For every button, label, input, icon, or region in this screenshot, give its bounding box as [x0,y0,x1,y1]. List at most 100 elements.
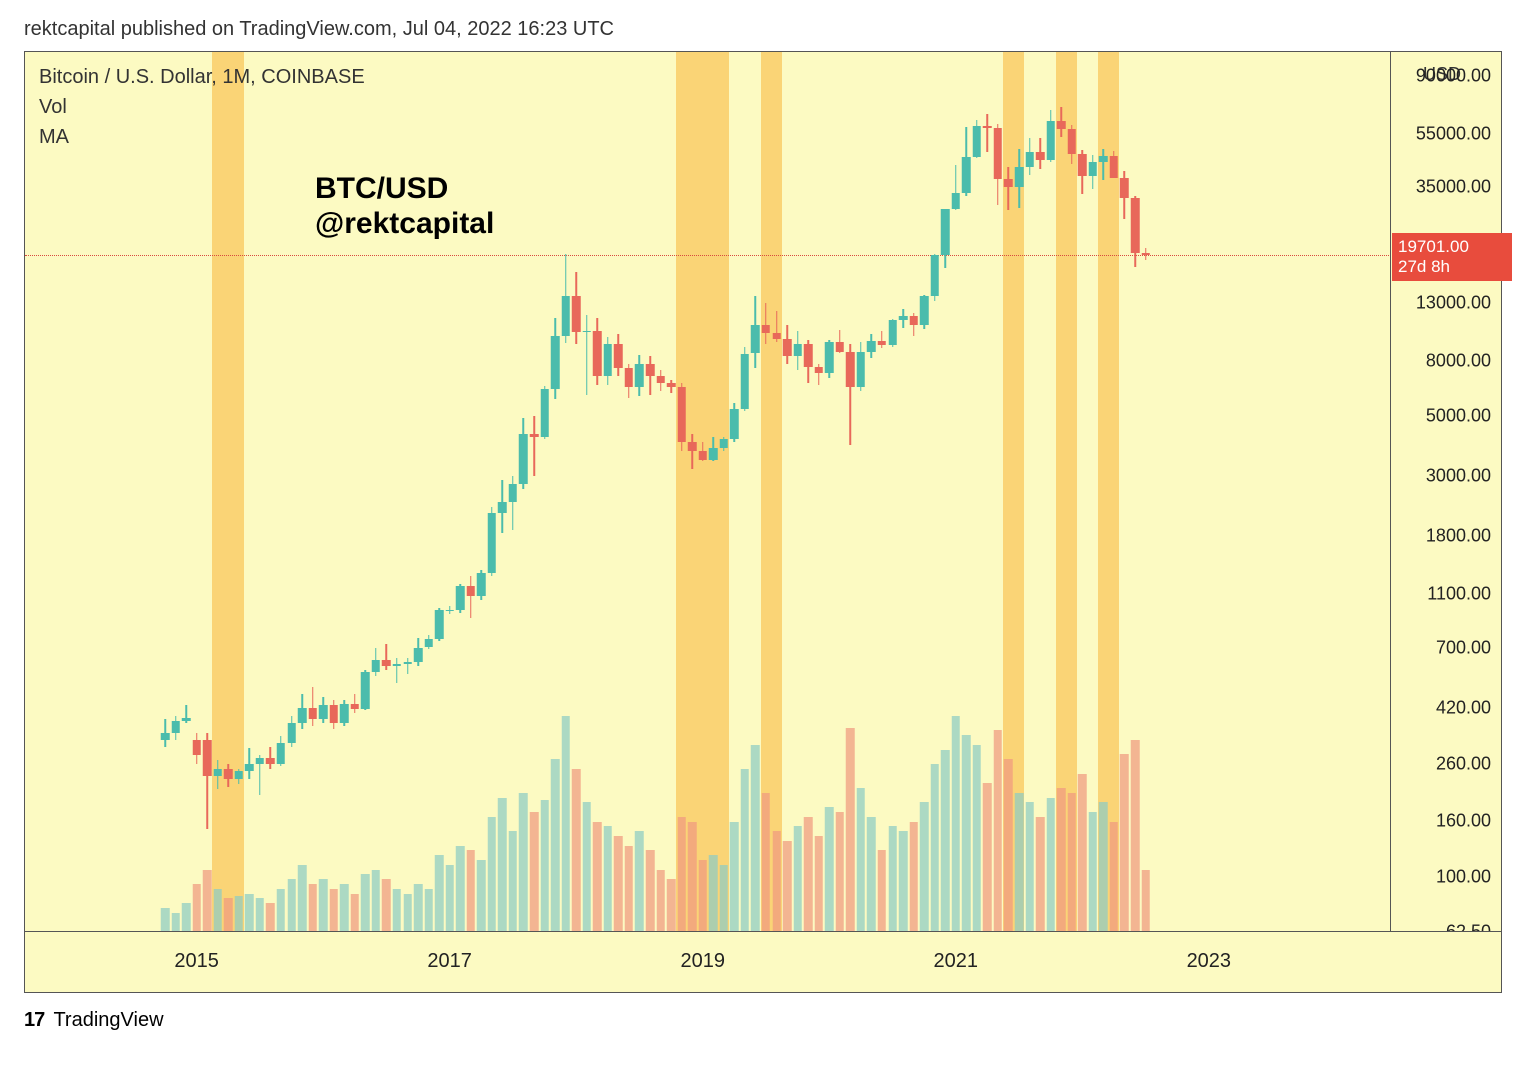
volume-bar [488,817,497,932]
volume-bar [235,896,244,932]
candle-body [414,648,423,662]
candle-body [277,743,286,764]
volume-bar [783,841,792,932]
volume-bar [266,903,275,932]
candle-body [1036,152,1045,161]
candle-wick [1008,167,1010,209]
volume-bar [582,802,591,932]
candle-body [235,771,244,778]
volume-bar [319,879,328,932]
candle-body [445,610,454,612]
volume-bar [1015,793,1024,932]
ma-label: MA [39,122,365,152]
footer: 17 TradingView [0,993,1524,1048]
candle-body [836,342,845,352]
y-tick-label: 8000.00 [1426,350,1491,371]
volume-bar [171,913,180,932]
volume-bar [857,788,866,932]
volume-bar [1141,870,1150,932]
candle-body [540,389,549,437]
candle-body [646,364,655,377]
volume-bar [509,831,518,932]
highlight-region [1098,52,1119,932]
volume-bar [245,894,254,932]
candle-body [604,344,613,376]
volume-bar [519,793,528,932]
candle-body [867,341,876,352]
candle-body [266,758,275,765]
tradingview-logo-icon: 17 [24,1009,44,1031]
candle-wick [312,687,314,726]
candle-body [846,352,855,387]
volume-bar [477,860,486,932]
volume-bar [382,879,391,932]
candle-body [1078,154,1087,175]
volume-bar [698,860,707,932]
candle-body [329,705,338,723]
y-tick-label: 100.00 [1436,866,1491,887]
y-tick-label: 700.00 [1436,637,1491,658]
volume-bar [540,800,549,932]
candle-body [1131,198,1140,253]
candle-body [720,439,729,448]
candle-body [909,316,918,325]
candle-body [435,610,444,639]
chart-container[interactable]: BTC/USD@rektcapital USD 90000.0055000.00… [24,51,1502,993]
volume-bar [888,826,897,932]
volume-bar [952,716,961,932]
candle-body [467,586,476,596]
volume-bar [593,822,602,932]
candle-body [593,331,602,376]
volume-bar [340,884,349,932]
candle-body [1004,179,1013,186]
volume-bar [277,889,286,932]
candle-body [161,733,170,740]
candle-body [1089,162,1098,176]
candle-body [635,364,644,387]
volume-bar [403,894,412,932]
candle-body [340,704,349,723]
candle-body [298,708,307,723]
candle-body [1046,121,1055,161]
candle-body [477,573,486,597]
volume-bar [192,884,201,932]
candle-body [456,586,465,610]
candle-wick [396,658,398,682]
volume-bar [561,716,570,932]
volume-bar [1120,754,1129,932]
current-price-line [25,255,1391,256]
volume-bar [688,822,697,932]
y-tick-label: 1800.00 [1426,526,1491,547]
volume-bar [203,870,212,932]
watermark: BTC/USD@rektcapital [315,172,494,241]
volume-bar [213,889,222,932]
candle-body [582,331,591,333]
volume-bar [1046,798,1055,932]
footer-brand: TradingView [53,1009,163,1031]
volume-bar [361,874,370,932]
volume-bar [825,807,834,932]
candle-body [1099,156,1108,162]
highlight-region [676,52,729,932]
volume-bar [161,908,170,932]
candle-body [1057,121,1066,130]
candle-body [677,387,686,442]
volume-bar [741,769,750,932]
candle-body [182,718,191,721]
candle-body [498,502,507,512]
y-tick-label: 160.00 [1436,811,1491,832]
volume-bar [656,870,665,932]
volume-bar [677,817,686,932]
candle-body [245,764,254,771]
chart-labels: Bitcoin / U.S. Dollar, 1M, COINBASE Vol … [39,62,365,152]
candle-body [1025,152,1034,167]
candle-body [224,769,233,779]
volume-bar [762,793,771,932]
candle-body [382,660,391,666]
volume-bar [604,826,613,932]
symbol-title: Bitcoin / U.S. Dollar, 1M, COINBASE [39,62,365,92]
volume-bar [351,894,360,932]
plot-area[interactable]: BTC/USD@rektcapital [25,52,1391,932]
candle-body [994,128,1003,180]
volume-bar [414,884,423,932]
